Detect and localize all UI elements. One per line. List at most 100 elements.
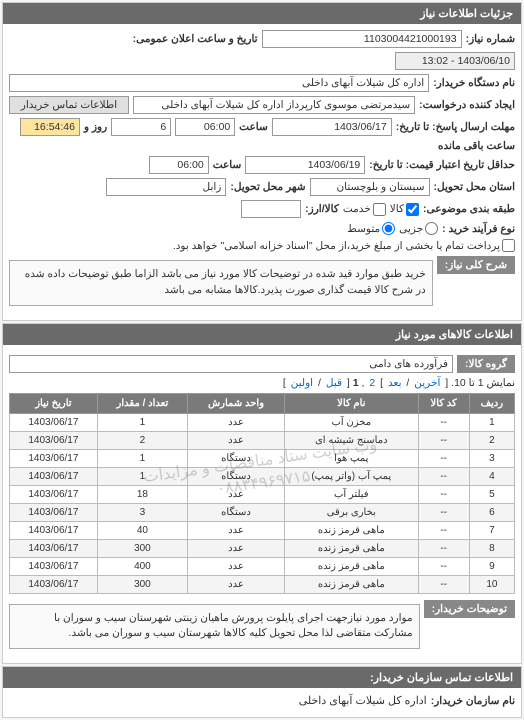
table-cell: مخزن آب bbox=[284, 413, 418, 431]
table-row[interactable]: 5--فیلتر آبعدد181403/06/17 bbox=[10, 485, 515, 503]
table-cell: -- bbox=[418, 431, 469, 449]
remain-value: 16:54:46 bbox=[20, 118, 80, 136]
table-cell: 400 bbox=[97, 557, 187, 575]
requester-field: سیدمرتضی موسوی کارپرداز اداره کل شیلات آ… bbox=[133, 96, 415, 114]
table-cell: 1403/06/17 bbox=[10, 485, 98, 503]
table-cell: عدد bbox=[188, 485, 285, 503]
group-field: فرآورده های دامی bbox=[9, 355, 453, 373]
pager-prev[interactable]: قبل bbox=[326, 377, 342, 389]
org-label: نام سازمان خریدار: bbox=[431, 695, 515, 707]
table-header: کد کالا bbox=[418, 393, 469, 413]
table-cell: 300 bbox=[97, 575, 187, 593]
table-cell: دماسنج شیشه ای bbox=[284, 431, 418, 449]
table-cell: 6 bbox=[469, 503, 514, 521]
table-cell: 18 bbox=[97, 485, 187, 503]
table-cell: 1 bbox=[97, 467, 187, 485]
chk-paynote-input[interactable] bbox=[502, 239, 515, 252]
table-cell: -- bbox=[418, 575, 469, 593]
requester-label: ایجاد کننده درخواست: bbox=[419, 99, 515, 111]
pager-p2[interactable]: 2 bbox=[369, 377, 375, 389]
chk-goods-input[interactable] bbox=[406, 203, 419, 216]
pager-last[interactable]: آخرین bbox=[414, 377, 440, 389]
table-row[interactable]: 10--ماهی قرمز زندهعدد3001403/06/17 bbox=[10, 575, 515, 593]
valid-date: 1403/06/19 bbox=[245, 156, 365, 174]
table-cell: بخاری برقی bbox=[284, 503, 418, 521]
table-cell: دستگاه bbox=[188, 449, 285, 467]
radio-low-input[interactable] bbox=[425, 222, 438, 235]
table-cell: 9 bbox=[469, 557, 514, 575]
table-header: تاریخ نیاز bbox=[10, 393, 98, 413]
table-cell: دستگاه bbox=[188, 503, 285, 521]
announce-label: تاریخ و ساعت اعلان عمومی: bbox=[133, 33, 258, 45]
table-row[interactable]: 6--بخاری برقیدستگاه31403/06/17 bbox=[10, 503, 515, 521]
table-cell: 4 bbox=[469, 467, 514, 485]
currency-label: کالا/ارز: bbox=[305, 203, 339, 215]
pager: نمایش 1 تا 10. [ آخرین / بعد ] 2 , 1 [ ق… bbox=[9, 377, 515, 389]
goods-table: ردیفکد کالانام کالاواحد شمارشتعداد / مقد… bbox=[9, 393, 515, 594]
chk-paynote[interactable]: پرداخت تمام یا بخشی از مبلغ خرید،از محل … bbox=[173, 239, 515, 252]
table-cell: 10 bbox=[469, 575, 514, 593]
city-field: زابل bbox=[106, 178, 226, 196]
table-cell: 300 bbox=[97, 539, 187, 557]
table-cell: 1403/06/17 bbox=[10, 413, 98, 431]
pager-next[interactable]: بعد bbox=[388, 377, 402, 389]
group-label: گروه کالا: bbox=[457, 355, 515, 373]
table-cell: 3 bbox=[97, 503, 187, 521]
table-row[interactable]: 1--مخزن آبعدد11403/06/17 bbox=[10, 413, 515, 431]
table-cell: ماهی قرمز زنده bbox=[284, 521, 418, 539]
table-cell: ماهی قرمز زنده bbox=[284, 575, 418, 593]
desc-text: خرید طبق موارد قید شده در توضیحات کالا م… bbox=[9, 260, 433, 306]
radio-mid[interactable]: متوسط bbox=[347, 222, 395, 235]
table-row[interactable]: 7--ماهی قرمز زندهعدد401403/06/17 bbox=[10, 521, 515, 539]
chk-goods[interactable]: کالا bbox=[390, 203, 419, 216]
table-cell: 8 bbox=[469, 539, 514, 557]
table-row[interactable]: 4--پمپ آب (واتر پمپ)دستگاه11403/06/17 bbox=[10, 467, 515, 485]
contact-button[interactable]: اطلاعات تماس خریدار bbox=[9, 96, 129, 114]
chk-goods-label: کالا bbox=[390, 203, 404, 215]
table-cell: عدد bbox=[188, 557, 285, 575]
chk-service[interactable]: خدمت bbox=[343, 203, 386, 216]
table-row[interactable]: 9--ماهی قرمز زندهعدد4001403/06/17 bbox=[10, 557, 515, 575]
pager-first[interactable]: اولین bbox=[291, 377, 313, 389]
valid-time: 06:00 bbox=[149, 156, 209, 174]
table-cell: -- bbox=[418, 467, 469, 485]
table-cell: پمپ هوا bbox=[284, 449, 418, 467]
days-value: 6 bbox=[111, 118, 171, 136]
table-cell: -- bbox=[418, 521, 469, 539]
table-cell: -- bbox=[418, 539, 469, 557]
panel-title: جزئیات اطلاعات نیاز bbox=[3, 3, 521, 24]
table-row[interactable]: 2--دماسنج شیشه ایعدد21403/06/17 bbox=[10, 431, 515, 449]
radio-mid-input[interactable] bbox=[382, 222, 395, 235]
contact-section-title: اطلاعات تماس سازمان خریدار: bbox=[3, 667, 521, 688]
table-header: تعداد / مقدار bbox=[97, 393, 187, 413]
table-cell: 1403/06/17 bbox=[10, 431, 98, 449]
table-cell: 1403/06/17 bbox=[10, 467, 98, 485]
remain-label: ساعت باقی مانده bbox=[438, 140, 515, 152]
table-header: ردیف bbox=[469, 393, 514, 413]
pager-p1: 1 bbox=[353, 377, 359, 389]
table-row[interactable]: 8--ماهی قرمز زندهعدد3001403/06/17 bbox=[10, 539, 515, 557]
table-cell: -- bbox=[418, 503, 469, 521]
radio-low[interactable]: جزیی bbox=[399, 222, 438, 235]
table-row[interactable]: 3--پمپ هوادستگاه11403/06/17 bbox=[10, 449, 515, 467]
table-cell: 1403/06/17 bbox=[10, 503, 98, 521]
chk-service-input[interactable] bbox=[373, 203, 386, 216]
req-no-field: 1103004421000193 bbox=[262, 30, 462, 48]
province-label: استان محل تحویل: bbox=[434, 181, 515, 193]
table-header: واحد شمارش bbox=[188, 393, 285, 413]
table-cell: 7 bbox=[469, 521, 514, 539]
table-cell: 1403/06/17 bbox=[10, 557, 98, 575]
currency-field bbox=[241, 200, 301, 218]
req-no-label: شماره نیاز: bbox=[466, 33, 515, 45]
buyer-label: نام دستگاه خریدار: bbox=[433, 77, 515, 89]
table-cell: 1 bbox=[469, 413, 514, 431]
table-cell: ماهی قرمز زنده bbox=[284, 557, 418, 575]
table-cell: 1403/06/17 bbox=[10, 575, 98, 593]
table-cell: پمپ آب (واتر پمپ) bbox=[284, 467, 418, 485]
goods-section-title: اطلاعات کالاهای مورد نیاز bbox=[3, 324, 521, 345]
table-cell: دستگاه bbox=[188, 467, 285, 485]
province-field: سیستان و بلوچستان bbox=[310, 178, 430, 196]
deadline-label: مهلت ارسال پاسخ: تا تاریخ: bbox=[396, 121, 515, 133]
table-cell: 5 bbox=[469, 485, 514, 503]
table-cell: 2 bbox=[97, 431, 187, 449]
